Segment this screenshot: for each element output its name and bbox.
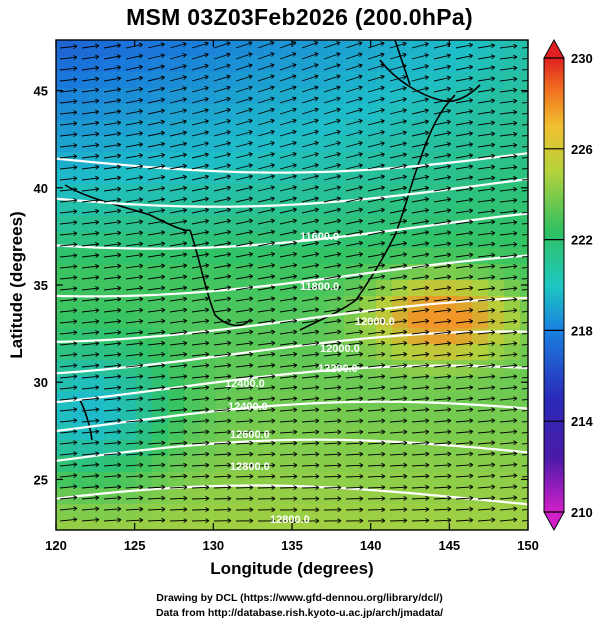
colorbar-ticks: 230 226 222 218 214 210: [544, 51, 593, 520]
contour-label: 12400.0: [225, 378, 265, 390]
x-tick-label: 125: [124, 538, 146, 553]
colorbar-bar: [543, 57, 565, 513]
colorbar-lower-arrow: [543, 511, 565, 532]
coastline-japan-honshu: [355, 94, 456, 301]
contour-line: [56, 152, 528, 174]
y-tick-label: 40: [34, 181, 48, 196]
y-tick-label: 45: [34, 84, 48, 99]
colorbar-tick-label: 230: [571, 51, 593, 66]
contour-labels: 11600.0 11800.0 12000.0 12000.0 12200.0 12400…: [225, 231, 395, 526]
credit-data-source: Data from http://database.rish.kyoto-u.a…: [155, 607, 444, 619]
colorbar-tick-label: 214: [571, 414, 593, 429]
contour-label: 12000.0: [320, 343, 360, 355]
contour-label: 12200.0: [318, 363, 358, 375]
x-tick-label: 140: [360, 538, 382, 553]
y-axis-ticks: 25 30 35 40 45: [34, 84, 528, 487]
y-tick-label: 35: [34, 278, 48, 293]
contour-label: 12800.0: [270, 514, 310, 526]
contour-label: 12000.0: [355, 316, 395, 328]
contour-label: 12800.0: [230, 461, 270, 473]
coastline-hokkaido: [379, 59, 481, 103]
x-tick-label: 135: [281, 538, 303, 553]
x-tick-label: 120: [45, 538, 67, 553]
colorbar-tick-label: 218: [571, 323, 593, 338]
colorbar-tick-label: 222: [571, 233, 593, 248]
x-axis-label: Longitude (degrees): [210, 559, 373, 578]
contour-label: 11600.0: [300, 231, 339, 243]
colorbar-tick-label: 210: [571, 505, 593, 520]
contour-label: 11800.0: [300, 281, 339, 293]
contour-line: [56, 254, 528, 298]
credit-drawing: Drawing by DCL (https://www.gfd-dennou.o…: [156, 592, 443, 604]
page-title: MSM 03Z03Feb2026 (200.0hPa): [126, 4, 473, 30]
wind-vectors: [59, 41, 528, 524]
y-axis-label: Latitude (degrees): [7, 211, 26, 358]
contour-label: 12400.0: [228, 401, 268, 413]
x-axis-ticks: 120 125 130 135 140 145 150: [45, 40, 539, 553]
colorbar: 230 226 222 218 214 210: [543, 38, 593, 532]
coastline-taiwan: [79, 399, 93, 441]
x-tick-label: 145: [438, 538, 460, 553]
contour-line: [56, 296, 528, 343]
coastline-sakhalin: [394, 40, 411, 86]
coastline-korea: [189, 229, 251, 327]
colorbar-upper-arrow: [543, 38, 565, 59]
y-tick-label: 25: [34, 472, 48, 487]
y-tick-label: 30: [34, 375, 48, 390]
contour-label: 12600.0: [230, 429, 270, 441]
colorbar-tick-label: 226: [571, 142, 593, 157]
temperature-field: [56, 40, 528, 530]
contour-line: [56, 438, 528, 462]
x-tick-label: 130: [202, 538, 224, 553]
coastline-china: [64, 184, 191, 232]
x-tick-label: 150: [517, 538, 539, 553]
